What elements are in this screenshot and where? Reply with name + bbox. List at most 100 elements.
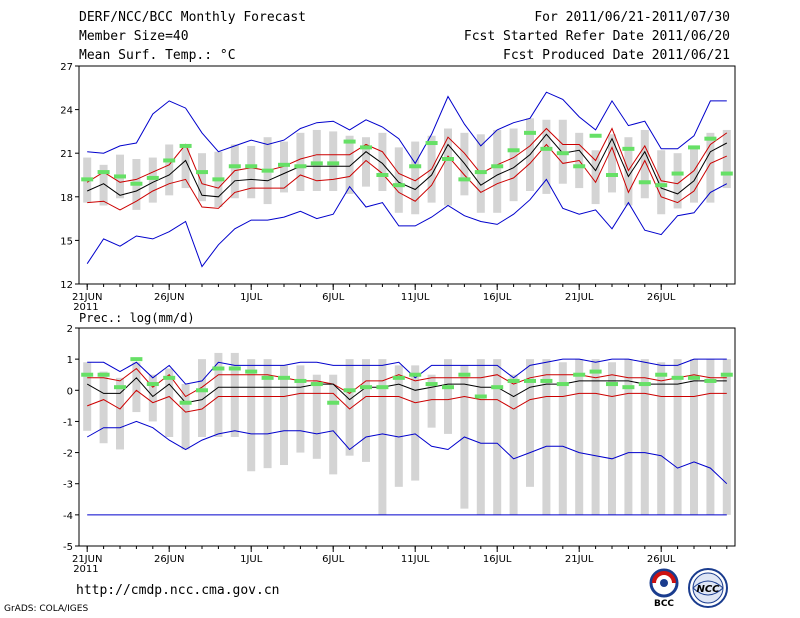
prec-spread-box (657, 362, 666, 515)
temp-observed-marker (688, 145, 700, 150)
temp-observed-marker (310, 161, 323, 166)
temp-spread-box (280, 141, 288, 193)
temp-x-tick-label: 21JUN (72, 292, 102, 303)
temp-observed-marker (97, 170, 110, 175)
temp-observed-marker (442, 157, 454, 162)
temp-y-tick-label: 12 (60, 280, 73, 291)
temp-min-line (86, 178, 728, 268)
prec-y-tick-label: -1 (63, 417, 73, 428)
prec-observed-marker (524, 378, 536, 383)
prec-spread-box (624, 359, 633, 515)
forecast-period: For 2011/06/21-2011/07/30 (534, 10, 730, 25)
temp-spread-box (608, 134, 616, 193)
temp-frame (78, 65, 736, 285)
prec-spread-box (526, 359, 534, 487)
temp-y-tick-label: 18 (60, 193, 73, 204)
variable-label: Mean Surf. Temp.: °C (79, 48, 236, 63)
prec-spread-box (575, 359, 584, 515)
prec-observed-marker (655, 372, 668, 377)
prec-y-tick-label: -5 (63, 542, 73, 553)
prec-spread-box (640, 359, 649, 515)
temp-spread-box (640, 129, 649, 199)
prec-observed-marker (245, 369, 258, 374)
prec-x-tick-label: 21JUN (72, 554, 102, 565)
prec-spread-box (263, 359, 272, 469)
prec-observed-marker (130, 357, 143, 362)
prec-observed-marker (196, 388, 208, 393)
prec-observed-marker (622, 385, 635, 390)
prec-spread-box (690, 359, 698, 515)
prec-spread-box (165, 368, 174, 437)
temp-observed-marker (343, 139, 356, 144)
prec-observed-marker (310, 382, 323, 387)
temp-x-year-label: 2011 (73, 302, 98, 313)
temp-observed-marker (704, 136, 717, 141)
prec-max-line (87, 358, 727, 385)
prec-spread-box (509, 374, 518, 515)
prec-min-line (86, 420, 728, 485)
temp-x-tick-label: 21JUL (565, 292, 594, 303)
temp-y-tick-label: 27 (60, 62, 73, 73)
prec-x-tick-label: 11JUL (401, 554, 430, 565)
prec-spread-box (148, 374, 157, 422)
prec-spread-box (427, 374, 436, 428)
temp-spread-box (312, 129, 321, 191)
temp-x-tick-label: 6JUL (322, 292, 345, 303)
prec-spread-box (362, 359, 370, 462)
temp-spread-box (378, 132, 387, 191)
temp-observed-marker (622, 146, 635, 151)
prec-observed-marker (327, 400, 340, 405)
prec-observed-marker (163, 375, 176, 380)
prec-observed-marker (474, 394, 487, 399)
temp-observed-marker (638, 180, 651, 185)
prec-observed-marker (278, 375, 290, 380)
prec-y-tick-label: -3 (63, 480, 73, 491)
temp-p75-line (86, 127, 728, 189)
footer-url[interactable]: http://cmdp.ncc.cma.gov.cn (76, 583, 280, 598)
temp-spread-box (657, 150, 666, 215)
temp-spread-box (509, 128, 518, 202)
temp-x-tick-label: 26JUN (154, 292, 184, 303)
prec-frame (78, 327, 736, 547)
temp-observed-marker (655, 183, 668, 188)
temp-observed-marker (458, 177, 471, 182)
temp-observed-marker (228, 164, 241, 169)
prec-observed-marker (491, 385, 504, 390)
temp-spread-box (411, 141, 420, 215)
prec-observed-marker (114, 385, 126, 390)
prec-spread-box (116, 377, 124, 450)
prec-y-tick-label: 1 (67, 355, 73, 366)
temp-observed-marker (589, 133, 602, 138)
temp-spread-box (181, 145, 190, 189)
temp-spread-box (542, 119, 551, 194)
prec-observed-marker (261, 375, 274, 380)
prec-observed-marker (179, 400, 192, 405)
prec-observed-marker (704, 378, 717, 383)
temp-observed-marker (360, 145, 372, 150)
temp-observed-marker (474, 170, 487, 175)
prec-observed-marker (294, 378, 307, 383)
temp-spread-box (673, 153, 682, 209)
prec-observed-marker (212, 366, 225, 371)
temp-observed-marker (294, 164, 307, 169)
prec-observed-marker (540, 378, 553, 383)
prec-spread-box (444, 359, 452, 434)
temp-observed-marker (491, 164, 504, 169)
temp-observed-marker (179, 143, 192, 148)
temp-spread-box (690, 148, 698, 203)
prec-observed-marker (146, 382, 159, 387)
temp-mean-line (86, 133, 728, 198)
temp-spread-box (345, 135, 354, 194)
prec-observed-marker (425, 382, 438, 387)
temp-observed-marker (409, 164, 422, 169)
prec-x-tick-label: 26JUL (647, 554, 676, 565)
precip-title: Prec.: log(mm/d) (79, 311, 195, 325)
prec-observed-marker (638, 382, 651, 387)
prec-observed-marker (442, 385, 454, 390)
prec-y-tick-label: -4 (63, 511, 73, 522)
prec-x-tick-label: 16JUL (483, 554, 512, 565)
temp-x-tick-label: 1JUL (240, 292, 263, 303)
temp-x-tick-label: 26JUL (647, 292, 676, 303)
